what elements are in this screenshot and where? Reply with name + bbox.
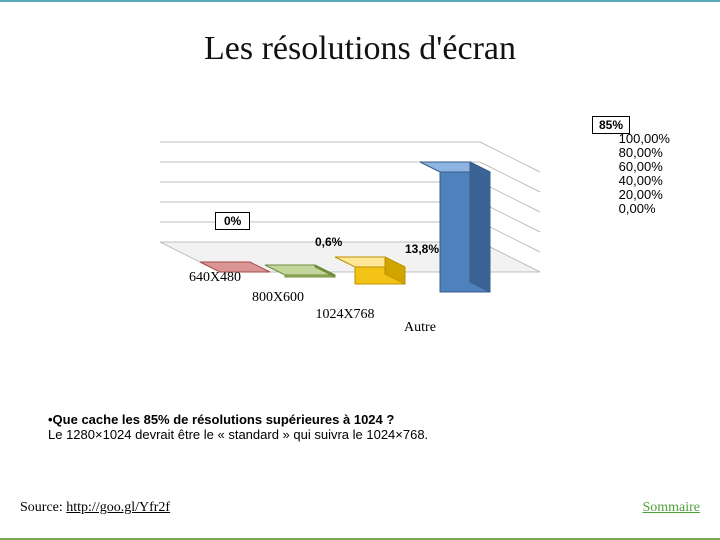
ytick-20: 20,00%: [619, 188, 670, 202]
value-label-0: 0%: [215, 212, 250, 230]
source-line: Source: http://goo.gl/Yfr2f: [20, 500, 170, 516]
bullet-question: •Que cache les 85% de résolutions supéri…: [48, 412, 394, 427]
bullet-answer: Le 1280×1024 devrait être le « standard …: [48, 427, 428, 442]
ytick-0: 0,00%: [619, 202, 670, 216]
category-3: Autre: [380, 320, 460, 335]
category-0: 640X480: [175, 270, 255, 285]
slide-title: Les résolutions d'écran: [0, 30, 720, 68]
ytick-80: 80,00%: [619, 146, 670, 160]
ytick-40: 40,00%: [619, 174, 670, 188]
slide: Les résolutions d'écran: [0, 0, 720, 540]
source-link[interactable]: http://goo.gl/Yfr2f: [66, 500, 170, 515]
ytick-100: 100,00%: [619, 132, 670, 146]
ytick-60: 60,00%: [619, 160, 670, 174]
chart-svg: [120, 122, 600, 362]
category-2: 1024X768: [305, 307, 385, 322]
value-label-138: 13,8%: [405, 242, 439, 256]
source-label: Source:: [20, 500, 66, 515]
category-1: 800X600: [238, 290, 318, 305]
bullet-text: •Que cache les 85% de résolutions supéri…: [48, 412, 672, 442]
chart-3d-bar: 85% 0% 0,6% 13,8% 100,00% 80,00% 60,00% …: [120, 122, 600, 362]
value-label-06: 0,6%: [315, 235, 342, 249]
y-axis-labels: 100,00% 80,00% 60,00% 40,00% 20,00% 0,00…: [619, 132, 670, 216]
sommaire-link[interactable]: Sommaire: [642, 500, 700, 516]
